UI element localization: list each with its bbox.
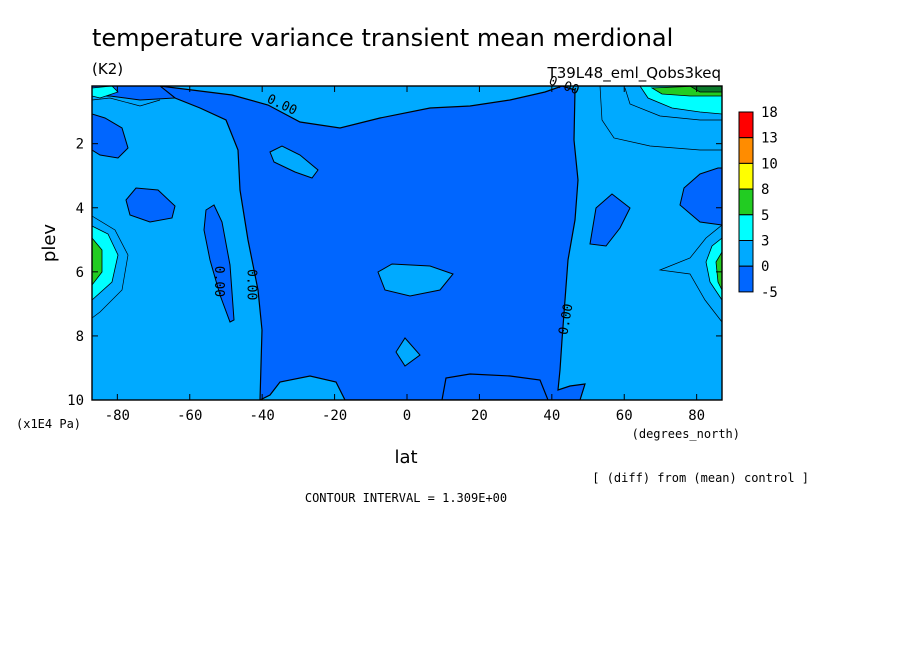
x-tick-label: 80 [688, 408, 705, 424]
units-label: (K2) [92, 60, 123, 78]
x-tick-label: -20 [322, 408, 347, 424]
x-tick-label: 40 [543, 408, 560, 424]
contour-line-top-left-1 [92, 97, 161, 107]
contour-label: 0.00 [211, 266, 226, 297]
contour-fill-right-mid-cyan [705, 237, 722, 301]
contour-fill-island-a [269, 145, 319, 179]
contour-fill-right-blob [589, 193, 631, 247]
colorbar-level-label: 10 [761, 156, 778, 172]
colorbar-swatch [738, 162, 754, 190]
contour-fill-right-edge [679, 167, 722, 226]
contour-field [92, 86, 722, 400]
colorbar-swatch [738, 188, 754, 216]
colorbar-swatch [738, 214, 754, 242]
colorbar-level-label: 3 [761, 234, 769, 250]
y-tick-label: 8 [76, 329, 84, 345]
x-axis: -80 -60 -40 -20 0 20 40 60 80 [105, 86, 705, 424]
contour-interval: CONTOUR INTERVAL = 1.309E+00 [305, 491, 507, 505]
colorbar-level-label: 13 [761, 131, 778, 147]
x-axis-label: lat [394, 447, 417, 468]
contour-line-right-mid [658, 224, 722, 323]
y-tick-label: 10 [67, 393, 84, 409]
y-unit-label: (x1E4 Pa) [16, 417, 81, 431]
colorbar-level-label: 18 [761, 105, 778, 121]
colorbar: 18 13 10 8 5 3 0 -5 [738, 105, 778, 301]
contour-fill-left-blob [125, 187, 176, 223]
contour-label: 0.00 [556, 303, 576, 336]
contour-line-left-mid [92, 215, 129, 319]
y-tick-label: 2 [76, 137, 84, 153]
chart-title: temperature variance transient mean merd… [92, 24, 673, 52]
colorbar-level-label: 0 [761, 259, 769, 275]
x-tick-label: 0 [403, 408, 411, 424]
contour-fill-left-sliver [203, 204, 235, 323]
contour-fill-island-c [395, 337, 421, 367]
contour-fill-central-negative [159, 86, 586, 400]
contour-fill-left-mid-cyan [92, 225, 119, 301]
colorbar-swatch [738, 137, 754, 164]
y-axis: 2 4 6 8 10 [67, 137, 722, 409]
y-tick-label: 6 [76, 265, 84, 281]
contour-fill-left-edge [92, 113, 129, 159]
contour-fill-left-mid-green [92, 237, 103, 286]
x-unit-label: (degrees_north) [632, 427, 740, 441]
colorbar-swatch [738, 265, 754, 293]
y-tick-label: 4 [76, 201, 84, 217]
colorbar-level-label: 5 [761, 208, 769, 224]
colorbar-swatch [738, 240, 754, 267]
x-tick-label: 60 [616, 408, 633, 424]
colorbar-level-label: -5 [761, 285, 778, 301]
y-axis-label: plev [39, 224, 60, 263]
colorbar-level-label: 8 [761, 182, 769, 198]
experiment-label: T39L48_eml_Qobs3keq [547, 64, 721, 83]
colorbar-swatch [738, 111, 754, 139]
contour-label: 0.00 [244, 269, 259, 300]
contour-line-top-right-1 [599, 86, 722, 151]
x-tick-label: -80 [105, 408, 130, 424]
contour-line-top-right-2 [624, 87, 722, 121]
x-tick-label: 20 [471, 408, 488, 424]
x-tick-label: -60 [177, 408, 202, 424]
contour-fill-island-b [377, 263, 454, 297]
x-tick-label: -40 [250, 408, 275, 424]
contour-fill-right-mid-green [715, 251, 722, 291]
diff-note: [ (diff) from (mean) control ] [592, 471, 809, 485]
